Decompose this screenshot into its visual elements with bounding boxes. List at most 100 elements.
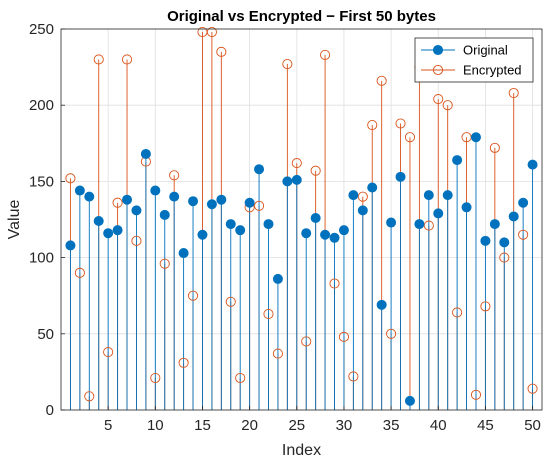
original-marker [518,197,529,208]
encrypted-marker [159,258,170,269]
original-marker [301,228,312,239]
legend-box [414,37,534,83]
encrypted-marker [282,59,293,70]
legend-label-original: Original [463,43,508,58]
original-marker [150,185,161,196]
encrypted-marker [93,54,104,65]
original-marker [140,148,151,159]
encrypted-marker [367,119,378,131]
original-marker [244,197,255,208]
x-tick-label: 20 [241,417,258,434]
encrypted-marker [150,372,161,384]
original-marker [386,217,397,228]
original-marker [310,212,321,223]
original-marker [489,219,500,230]
y-tick-label: 250 [29,21,54,38]
legend-marker-encrypted [432,64,444,76]
original-marker [470,132,481,143]
original-marker [423,190,434,201]
original-marker [74,185,85,196]
encrypted-marker [216,46,227,57]
encrypted-marker [254,200,265,211]
encrypted-marker [329,278,340,289]
original-marker [348,190,359,201]
encrypted-marker [386,328,397,339]
original-marker [178,248,189,259]
encrypted-marker [442,100,453,111]
y-axis-title: Value [6,200,23,240]
x-tick-label: 50 [524,417,541,434]
x-tick-label: 30 [336,417,353,434]
original-marker [159,209,170,220]
encrypted-marker [338,331,349,342]
encrypted-marker [376,75,387,86]
x-tick-label: 40 [430,417,447,434]
original-marker [480,235,491,246]
y-tick-label: 200 [29,97,54,114]
original-marker [461,202,472,213]
original-marker [254,164,265,175]
encrypted-marker [235,372,246,384]
x-axis-title: Index [282,442,321,459]
encrypted-marker [499,252,510,263]
encrypted-marker [423,220,434,231]
encrypted-marker [348,371,359,382]
x-tick-label: 15 [194,417,211,434]
original-marker [282,176,293,187]
encrypted-marker [508,87,519,99]
original-marker [131,205,142,216]
encrypted-marker [74,267,85,278]
encrypted-marker [178,357,189,368]
original-marker [291,174,302,185]
original-marker [320,229,331,240]
encrypted-marker [121,54,133,65]
encrypted-marker [206,26,217,38]
original-marker [272,273,283,284]
original-marker [367,182,378,193]
original-marker [216,194,227,205]
original-marker [103,228,114,239]
encrypted-marker [112,197,123,208]
original-marker [452,155,463,166]
chart-title: Original vs Encrypted − First 50 bytes [167,8,436,25]
x-tick-label: 35 [383,417,400,434]
encrypted-marker [527,383,538,394]
marker-layer [65,26,538,406]
original-marker [84,191,95,202]
encrypted-marker [263,308,274,320]
original-marker [263,219,274,230]
original-marker [433,208,444,219]
original-marker [197,229,208,240]
original-marker [235,225,246,236]
original-marker [404,395,415,406]
original-marker [376,299,387,310]
y-tick-label: 0 [46,402,54,419]
original-marker [188,196,199,207]
encrypted-marker [480,301,491,312]
y-tick-label: 50 [37,326,54,343]
encrypted-marker [301,336,312,347]
encrypted-marker [395,118,406,129]
original-marker [206,199,217,210]
original-marker [169,191,180,202]
original-marker [508,211,519,222]
encrypted-marker [291,158,302,169]
encrypted-marker [84,391,95,402]
original-marker [122,194,133,205]
encrypted-marker [518,229,529,240]
x-tick-label: 45 [477,417,494,434]
original-marker [527,159,538,170]
encrypted-marker [225,296,236,307]
original-marker [93,216,104,227]
encrypted-marker [272,348,283,359]
encrypted-marker [452,307,463,318]
encrypted-marker [433,94,444,105]
tick-layer: 5 10 15 20 25 30 35 40 45 50 0 50 100 150 200 250 [29,21,541,434]
encrypted-marker [404,132,416,143]
encrypted-marker [65,173,76,184]
encrypted-marker [320,49,331,60]
original-marker [112,225,123,236]
x-tick-label: 5 [104,417,112,434]
